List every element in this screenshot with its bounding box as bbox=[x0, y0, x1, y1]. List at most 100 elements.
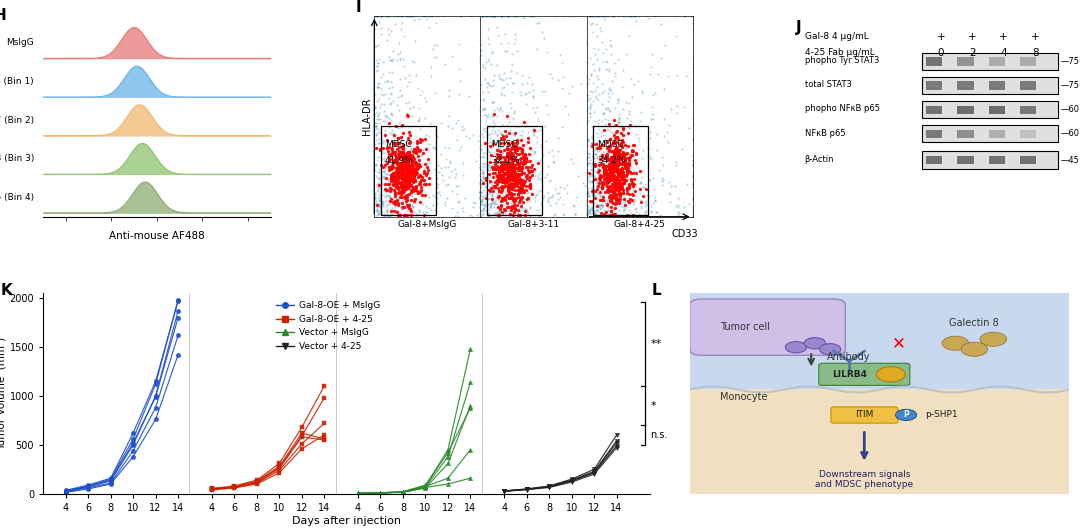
Point bbox=[605, 157, 622, 166]
Point bbox=[595, 149, 612, 158]
Point bbox=[377, 90, 394, 98]
Point bbox=[372, 114, 389, 123]
Point bbox=[478, 113, 496, 122]
Point bbox=[507, 197, 524, 205]
Point bbox=[472, 177, 489, 186]
Point bbox=[602, 169, 619, 178]
Point bbox=[521, 12, 538, 20]
Point bbox=[420, 132, 437, 141]
Point bbox=[527, 193, 544, 201]
Point bbox=[478, 165, 496, 173]
Point bbox=[374, 12, 391, 20]
Point bbox=[403, 200, 420, 208]
Point bbox=[407, 167, 424, 176]
Point bbox=[597, 105, 615, 113]
Point bbox=[387, 161, 404, 170]
Point bbox=[585, 108, 603, 117]
Point bbox=[375, 167, 392, 175]
Point bbox=[669, 71, 686, 79]
Point bbox=[513, 153, 530, 162]
Point bbox=[375, 162, 392, 171]
Point bbox=[684, 161, 701, 169]
Point bbox=[512, 188, 529, 196]
Point bbox=[515, 160, 532, 168]
Point bbox=[430, 189, 447, 197]
Point bbox=[410, 160, 428, 168]
Point bbox=[512, 189, 529, 197]
Point bbox=[502, 174, 519, 183]
Point bbox=[394, 202, 411, 211]
Point bbox=[406, 166, 423, 175]
Point bbox=[499, 12, 516, 20]
Point bbox=[528, 190, 545, 198]
Point bbox=[392, 167, 409, 175]
Point bbox=[592, 201, 609, 209]
Point bbox=[380, 143, 397, 151]
Point bbox=[500, 186, 517, 195]
Point bbox=[589, 176, 606, 185]
Text: total STAT3: total STAT3 bbox=[805, 80, 851, 89]
Point bbox=[605, 156, 622, 165]
Point bbox=[474, 192, 491, 200]
Point bbox=[591, 195, 608, 204]
Point bbox=[418, 179, 435, 188]
Point bbox=[390, 189, 407, 198]
Point bbox=[401, 182, 418, 190]
Point bbox=[505, 167, 523, 175]
Point bbox=[482, 177, 499, 186]
Text: n.s.: n.s. bbox=[650, 430, 667, 440]
Point bbox=[394, 129, 411, 138]
Point bbox=[583, 169, 600, 177]
Point bbox=[397, 12, 415, 20]
Point bbox=[383, 131, 401, 139]
Point bbox=[382, 177, 400, 185]
Point bbox=[684, 202, 701, 211]
Point bbox=[613, 175, 631, 183]
Point bbox=[496, 158, 513, 167]
Point bbox=[396, 161, 414, 170]
Point bbox=[392, 187, 409, 195]
Point bbox=[608, 167, 625, 175]
Point bbox=[403, 210, 420, 219]
Point bbox=[607, 151, 624, 159]
Point bbox=[394, 153, 411, 161]
Point bbox=[592, 196, 609, 204]
Point bbox=[602, 175, 619, 184]
Point bbox=[501, 179, 518, 188]
Point bbox=[420, 139, 437, 148]
Point bbox=[589, 129, 606, 138]
Point bbox=[388, 167, 405, 175]
Point bbox=[513, 148, 530, 156]
Point bbox=[591, 175, 608, 183]
Point bbox=[626, 122, 644, 130]
Point bbox=[400, 173, 417, 181]
Point bbox=[485, 119, 502, 127]
Point bbox=[502, 148, 519, 156]
Point bbox=[581, 103, 598, 112]
Point bbox=[592, 176, 609, 184]
Point bbox=[602, 173, 619, 182]
Point bbox=[474, 95, 491, 103]
Point bbox=[396, 155, 414, 164]
Point bbox=[472, 165, 489, 174]
Point bbox=[476, 105, 494, 113]
Point bbox=[388, 160, 405, 169]
Point bbox=[491, 208, 509, 217]
Point bbox=[625, 166, 643, 175]
Point bbox=[370, 55, 388, 63]
Point bbox=[608, 144, 625, 153]
Point bbox=[627, 159, 645, 168]
Point bbox=[433, 150, 450, 158]
Point bbox=[372, 24, 389, 32]
Point bbox=[377, 161, 394, 170]
Point bbox=[408, 169, 426, 177]
Point bbox=[600, 169, 618, 178]
Point bbox=[477, 194, 495, 202]
Point bbox=[584, 199, 602, 208]
Point bbox=[509, 170, 526, 179]
X-axis label: Anti-mouse AF488: Anti-mouse AF488 bbox=[109, 232, 205, 241]
Point bbox=[507, 205, 524, 214]
Point bbox=[427, 192, 444, 201]
Point bbox=[627, 16, 645, 25]
Point bbox=[375, 167, 392, 175]
